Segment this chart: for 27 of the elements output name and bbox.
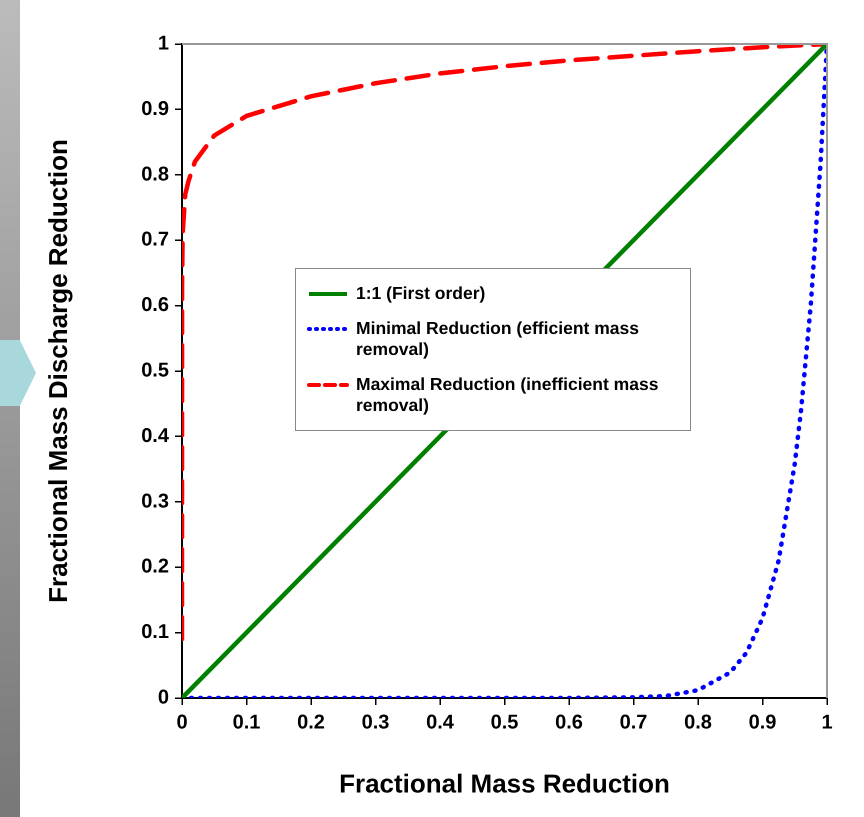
x-tick-label: 0.4: [426, 712, 455, 734]
y-tick-label: 0.3: [141, 490, 169, 512]
y-tick-label: 0.7: [141, 228, 169, 251]
y-tick-label: 0.2: [141, 556, 169, 578]
x-tick-label: 0.6: [555, 712, 583, 734]
x-tick-label: 0.5: [490, 712, 518, 734]
x-tick-label: 0: [176, 712, 188, 734]
legend-label: Minimal Reduction (efficient mass removal): [356, 318, 640, 360]
x-tick-label: 0.8: [684, 712, 712, 734]
y-tick-label: 0.1: [141, 621, 169, 644]
y-tick-label: 0.5: [141, 360, 169, 382]
legend-label: Maximal Reduction (inefficient mass removal): [356, 374, 660, 416]
x-tick-label: 0.7: [620, 712, 648, 734]
y-tick-label: 0: [158, 686, 169, 709]
x-tick-label: 0.9: [748, 712, 776, 734]
y-axis-title: Fractional Mass Discharge Reduction: [42, 139, 73, 603]
y-tick-label: 0.4: [141, 424, 170, 447]
y-tick-label: 1: [158, 32, 169, 55]
y-tick-label: 0.9: [141, 98, 169, 120]
x-axis-title: Fractional Mass Reduction: [339, 768, 670, 799]
y-tick-label: 0.6: [141, 294, 169, 316]
x-tick-label: 0.2: [297, 712, 325, 734]
y-tick-label: 0.8: [141, 163, 169, 186]
legend-label: 1:1 (First order): [356, 283, 486, 304]
x-tick-label: 0.1: [232, 712, 260, 734]
x-tick-label: 0.3: [362, 712, 390, 734]
x-tick-label: 1: [821, 712, 833, 734]
